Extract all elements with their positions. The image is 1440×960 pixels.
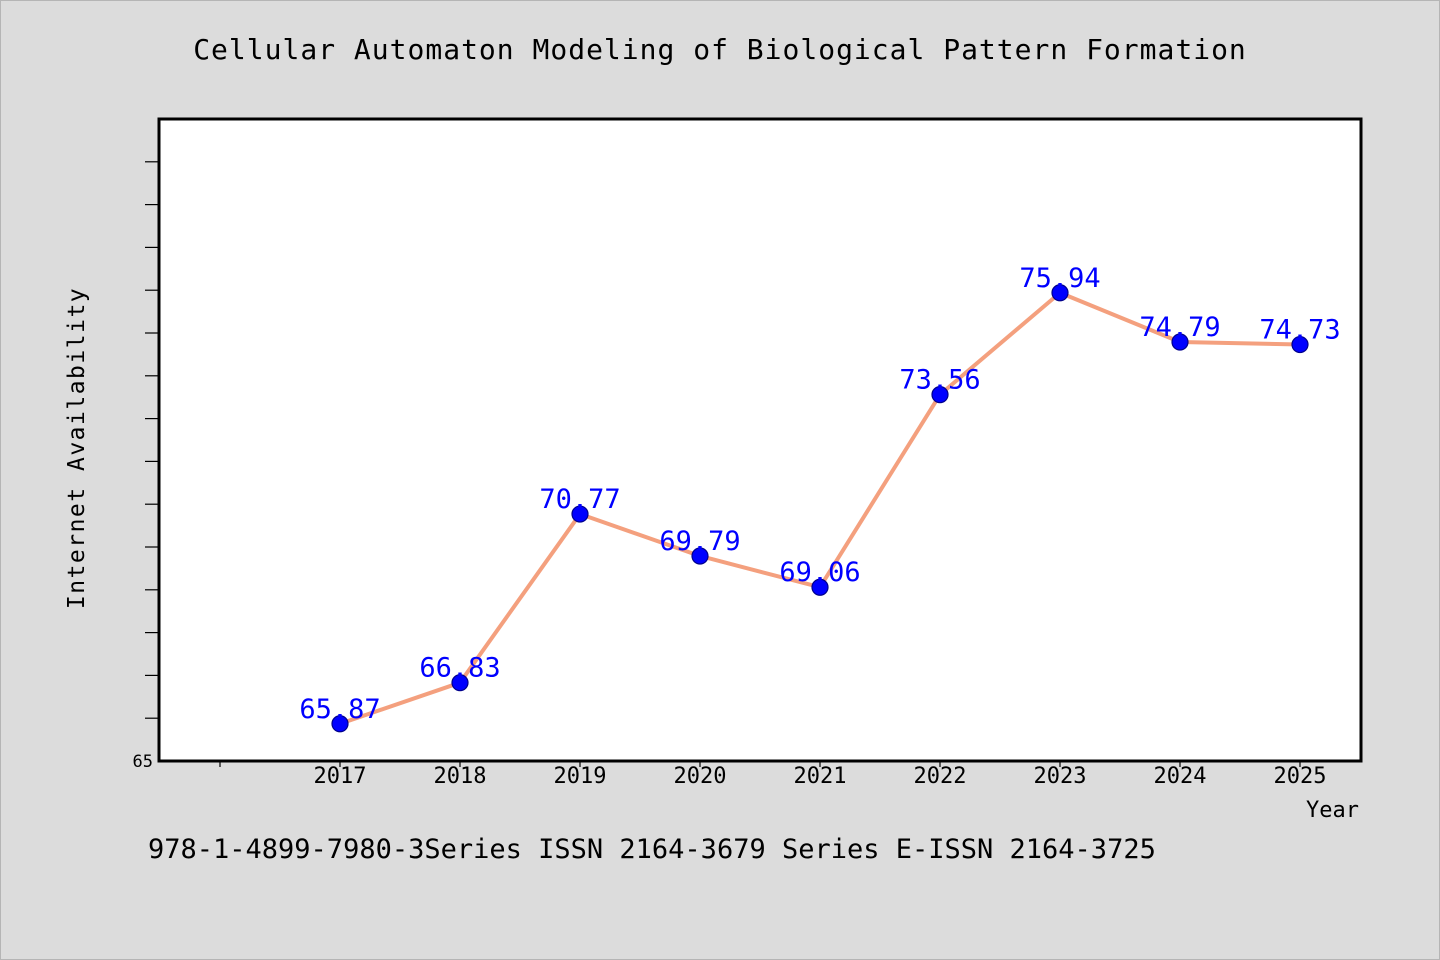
x-tick-label: 2020 [674,764,727,789]
x-tick-label: 2019 [554,764,607,789]
footer-isbn-text: 978-1-4899-7980-3Series ISSN 2164-3679 S… [148,834,1156,865]
plot-area [157,117,1363,763]
data-point [1171,333,1189,351]
x-tick-label: 2021 [794,764,847,789]
x-axis-label: Year [1306,798,1359,823]
data-label: 74.73 [1259,315,1340,346]
data-point [571,505,589,523]
chart-title: Cellular Automaton Modeling of Biologica… [193,33,1247,66]
y-tick-label: 65 [133,752,153,772]
x-tick-label: 2023 [1034,764,1087,789]
data-label: 73.56 [899,365,980,396]
data-label: 70.77 [539,484,620,515]
x-tick-label: 2025 [1274,764,1327,789]
x-tick-label: 2022 [914,764,967,789]
y-tick-labels: 65 [133,752,153,772]
data-point [451,674,469,692]
x-ticks [219,761,1301,767]
x-tick-labels: 2017 2018 2019 2020 2021 2022 2023 2024 2025 [314,764,1327,789]
data-point [811,578,829,596]
data-label: 74.79 [1139,312,1220,343]
data-point [691,547,709,565]
x-tick-label: 2018 [434,764,487,789]
data-point [931,386,949,404]
data-point [331,715,349,733]
data-label: 65.87 [299,694,380,725]
data-label: 75.94 [1019,263,1100,294]
data-label: 69.06 [779,557,860,588]
x-tick-label: 2017 [314,764,367,789]
data-labels: 65.87 66.83 70.77 69.79 69.06 73.56 75.94 74.79… [299,263,1340,725]
data-label: 69.79 [659,526,740,557]
data-label: 66.83 [419,653,500,684]
data-points [331,284,1309,733]
x-tick-label: 2024 [1154,764,1207,789]
data-point [1051,284,1069,302]
y-ticks [145,161,159,719]
data-point [1291,335,1309,354]
